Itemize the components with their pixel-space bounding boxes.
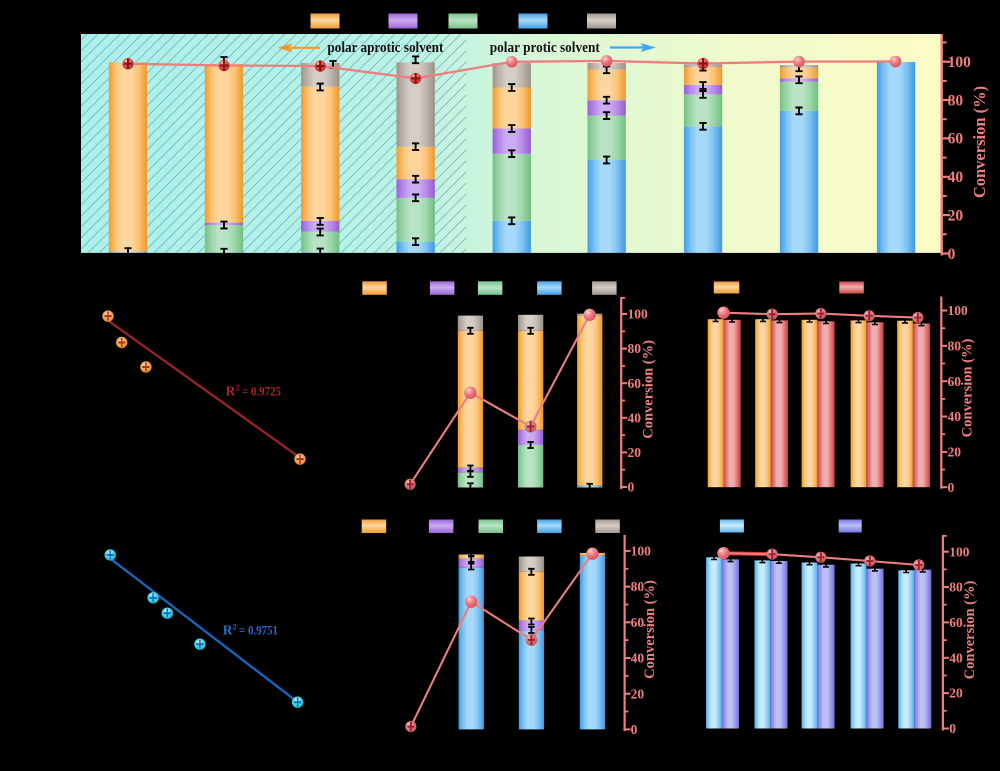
svg-text:60: 60 [628, 376, 642, 391]
svg-text:60: 60 [948, 374, 962, 389]
svg-text:0: 0 [948, 246, 956, 263]
svg-text:20: 20 [948, 445, 962, 460]
svg-text:2: 2 [233, 622, 237, 632]
svg-text:polar aprotic solvent: polar aprotic solvent [327, 40, 443, 56]
svg-text:0: 0 [948, 480, 955, 495]
svg-text:20: 20 [949, 686, 963, 701]
svg-text:Conversion (%): Conversion (%) [960, 338, 976, 437]
svg-text:2: 2 [236, 383, 240, 393]
svg-text:polar protic solvent: polar protic solvent [490, 40, 600, 56]
svg-text:80: 80 [948, 338, 962, 353]
svg-text:60: 60 [948, 131, 964, 148]
svg-text:40: 40 [628, 410, 642, 425]
svg-text:Conversion (%): Conversion (%) [641, 340, 657, 439]
svg-text:80: 80 [949, 580, 963, 595]
svg-text:0: 0 [949, 721, 956, 736]
svg-text:Conversion (%): Conversion (%) [970, 86, 989, 198]
svg-text:40: 40 [631, 651, 645, 666]
svg-text:40: 40 [948, 409, 962, 424]
svg-text:= 0.9725: = 0.9725 [242, 384, 281, 399]
svg-text:60: 60 [631, 615, 645, 630]
svg-text:Conversion (%): Conversion (%) [962, 580, 978, 679]
svg-text:0: 0 [631, 722, 638, 737]
svg-text:20: 20 [631, 686, 645, 701]
svg-text:100: 100 [628, 307, 649, 322]
svg-text:R: R [226, 384, 236, 399]
svg-text:100: 100 [948, 303, 969, 318]
svg-text:= 0.9751: = 0.9751 [239, 623, 278, 638]
svg-text:100: 100 [631, 544, 652, 559]
svg-text:20: 20 [628, 445, 642, 460]
svg-text:100: 100 [948, 54, 972, 71]
svg-text:100: 100 [949, 544, 970, 559]
svg-text:40: 40 [948, 169, 964, 186]
svg-text:80: 80 [628, 341, 642, 356]
svg-text:R: R [223, 623, 233, 638]
svg-text:80: 80 [631, 579, 645, 594]
svg-text:20: 20 [948, 207, 964, 224]
svg-text:0: 0 [628, 480, 635, 495]
svg-text:60: 60 [949, 615, 963, 630]
svg-text:80: 80 [948, 92, 964, 109]
svg-text:40: 40 [949, 650, 963, 665]
svg-text:Conversion (%): Conversion (%) [642, 580, 658, 679]
